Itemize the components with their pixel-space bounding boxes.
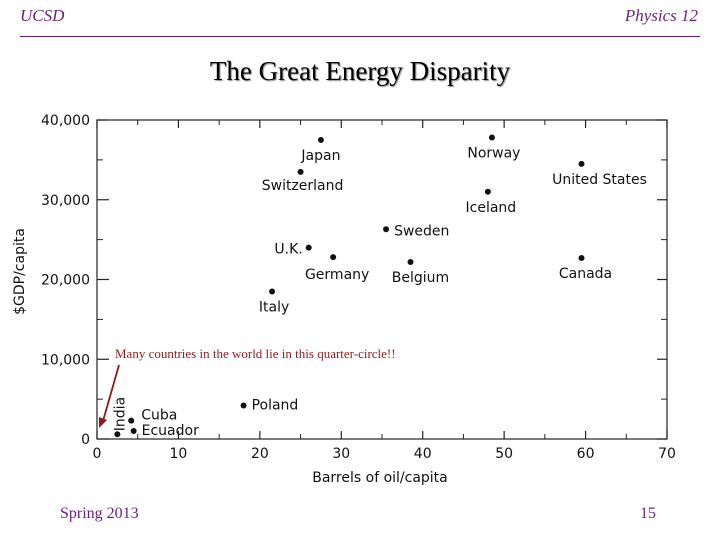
x-tick-label: 60 bbox=[577, 446, 595, 462]
data-point bbox=[330, 254, 337, 261]
point-label: Germany bbox=[305, 267, 369, 283]
point-label: Cuba bbox=[141, 408, 177, 424]
data-point bbox=[488, 134, 495, 141]
point-label: Poland bbox=[252, 398, 299, 414]
footer-term: Spring 2013 bbox=[60, 505, 139, 522]
data-point bbox=[578, 254, 585, 261]
y-tick-label: 20,000 bbox=[41, 273, 90, 289]
slide-number: 15 bbox=[640, 505, 656, 522]
point-label: Italy bbox=[259, 299, 289, 315]
point-label: Ecuador bbox=[142, 423, 199, 439]
point-label: Norway bbox=[467, 146, 520, 162]
x-tick-label: 30 bbox=[332, 446, 350, 462]
header-divider bbox=[20, 36, 700, 37]
data-point bbox=[407, 258, 414, 265]
annotation-text: Many countries in the world lie in this … bbox=[115, 346, 396, 361]
data-point bbox=[305, 244, 312, 251]
data-point bbox=[578, 160, 585, 167]
data-point bbox=[240, 402, 247, 409]
point-label: U.K. bbox=[274, 242, 302, 258]
y-axis-title: $GDP/capita bbox=[12, 228, 28, 315]
x-tick-label: 70 bbox=[658, 446, 676, 462]
data-point bbox=[130, 428, 137, 435]
data-point bbox=[317, 136, 324, 143]
x-axis-title: Barrels of oil/capita bbox=[312, 470, 448, 486]
point-label: Sweden bbox=[394, 223, 449, 239]
slide-title: The Great Energy Disparity bbox=[209, 56, 511, 86]
point-label: Japan bbox=[300, 148, 340, 164]
point-label: Switzerland bbox=[262, 178, 344, 194]
header-course: UCSD bbox=[20, 6, 65, 25]
x-tick-label: 0 bbox=[93, 446, 102, 462]
x-tick-label: 40 bbox=[414, 446, 432, 462]
header-subject: Physics 12 bbox=[624, 6, 698, 25]
point-label: Belgium bbox=[392, 270, 449, 286]
x-tick-label: 20 bbox=[251, 446, 269, 462]
y-tick-label: 30,000 bbox=[41, 193, 90, 209]
y-tick-label: 40,000 bbox=[41, 113, 90, 129]
x-tick-label: 10 bbox=[170, 446, 188, 462]
y-tick-label: 10,000 bbox=[41, 352, 90, 368]
annotation-arrowhead bbox=[99, 417, 107, 428]
annotation-arrow bbox=[102, 364, 120, 422]
data-point bbox=[297, 168, 304, 175]
point-label: Iceland bbox=[466, 200, 517, 216]
data-point bbox=[114, 431, 121, 438]
data-point bbox=[269, 288, 276, 295]
data-point bbox=[383, 226, 390, 233]
point-label: India bbox=[112, 397, 128, 431]
point-label: Canada bbox=[559, 266, 612, 282]
y-tick-label: 0 bbox=[81, 432, 90, 448]
x-tick-label: 50 bbox=[495, 446, 513, 462]
data-point bbox=[484, 188, 491, 195]
point-label: United States bbox=[552, 172, 647, 188]
data-point bbox=[128, 417, 135, 424]
